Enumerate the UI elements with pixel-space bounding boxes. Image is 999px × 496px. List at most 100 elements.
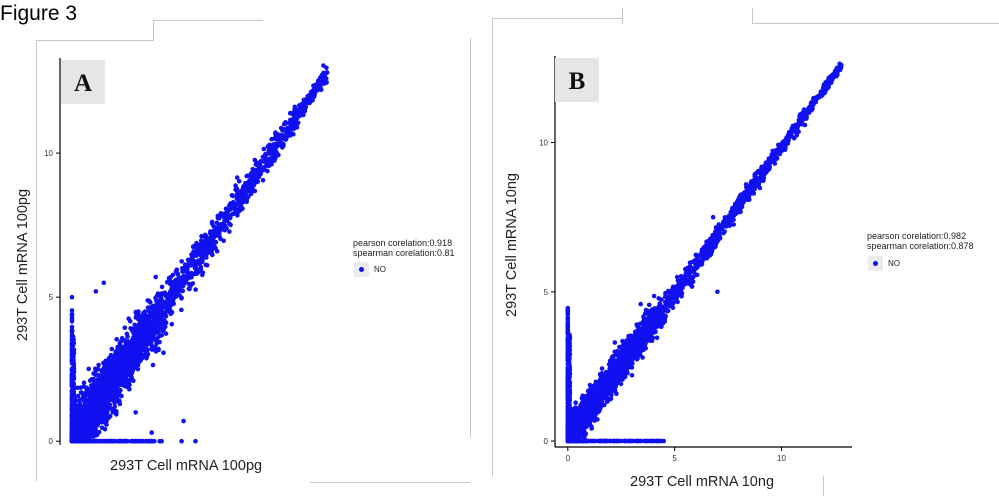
scatter-point (107, 395, 113, 401)
scatter-point (141, 438, 146, 444)
scatter-point (159, 297, 164, 302)
scatter-point (177, 279, 182, 284)
scatter-point (179, 288, 185, 293)
scatter-point (283, 136, 289, 141)
scatter-point (93, 397, 98, 403)
scatter-point (232, 206, 237, 211)
scatter-point (121, 350, 126, 355)
scatter-point (218, 236, 223, 242)
scatter-point (114, 409, 119, 414)
scatter-point (69, 368, 75, 374)
scatter-point (73, 438, 79, 444)
scatter-point (179, 438, 184, 444)
scatter-point (108, 406, 114, 412)
scatter-point (159, 284, 165, 290)
scatter-point (221, 214, 226, 219)
scatter-point (90, 404, 95, 410)
scatter-point (70, 361, 76, 366)
scatter-point (186, 286, 192, 291)
legend-key-a (354, 262, 369, 277)
scatter-point (203, 262, 209, 268)
scatter-point (174, 267, 180, 273)
scatter-point (613, 352, 619, 358)
scatter-point (201, 247, 207, 252)
scatter-point (218, 225, 224, 231)
scatter-point (80, 438, 85, 444)
scatter-point (310, 97, 315, 103)
scatter-point (163, 331, 169, 336)
scatter-point (112, 386, 117, 392)
scatter-point (146, 316, 151, 321)
scatter-point (222, 223, 228, 228)
scatter-point (112, 404, 118, 409)
scatter-point (110, 368, 116, 373)
scatter-point (261, 146, 267, 152)
scatter-point (84, 427, 89, 433)
scatter-point (261, 159, 267, 164)
scatter-point (89, 391, 94, 397)
scatter-point (83, 405, 88, 411)
scatter-point (181, 268, 186, 274)
scatter-point (148, 311, 153, 316)
scatter-point (109, 359, 115, 364)
scatter-point (260, 178, 266, 183)
scatter-point (107, 413, 113, 419)
scatter-point (148, 340, 154, 345)
scatter-point (167, 278, 173, 283)
scatter-point (156, 310, 162, 316)
scatter-point (234, 202, 240, 207)
scatter-point (134, 335, 140, 341)
scatter-point (96, 416, 102, 422)
scatter-point (114, 394, 120, 400)
panel-tag-box (61, 60, 105, 104)
scatter-point (149, 430, 154, 435)
scatter-point (112, 400, 117, 406)
scatter-point (265, 168, 270, 174)
scatter-point (181, 418, 186, 424)
pearson-stat-a: pearson corelation:0.918 (353, 238, 453, 248)
scatter-point (179, 307, 184, 313)
scatter-point (179, 295, 184, 300)
scatter-point (100, 383, 106, 388)
scatter-point (69, 319, 75, 324)
scatter-point (288, 119, 294, 124)
scatter-point (126, 339, 131, 345)
scatter-point (159, 333, 164, 338)
scatter-point (99, 391, 104, 396)
scatter-point (211, 235, 216, 241)
scatter-point (81, 424, 86, 429)
scatter-point (248, 191, 254, 196)
legend-dot-a (359, 267, 364, 272)
scatter-point (162, 312, 168, 318)
scatter-point (128, 359, 134, 365)
scatter-point (115, 438, 121, 444)
scatter-point (103, 398, 109, 403)
panel-tag: A (61, 60, 105, 104)
scatter-point (154, 347, 160, 353)
scatter-point (107, 369, 112, 375)
scatter-point (69, 379, 75, 384)
scatter-point (98, 420, 104, 425)
scatter-point (78, 432, 84, 438)
scatter-point (214, 220, 220, 226)
scatter-point (130, 365, 136, 371)
scatter-point (81, 391, 86, 396)
scatter-point (135, 359, 141, 365)
scatter-point (71, 382, 76, 388)
scatter-point (109, 374, 115, 379)
scatter-point (76, 403, 81, 408)
scatter-point (142, 309, 148, 314)
scatter-point (269, 136, 274, 142)
scatter-point (609, 355, 615, 361)
scatter-point (117, 400, 122, 406)
scatter-points (565, 61, 844, 444)
scatter-point (69, 398, 75, 404)
scatter-point (145, 347, 150, 353)
scatter-point (595, 381, 600, 387)
scatter-point (112, 391, 117, 396)
scatter-point (181, 273, 186, 279)
scatter-point (75, 393, 81, 399)
scatter-point (140, 327, 146, 333)
scatter-point (133, 410, 138, 415)
scatter-point (104, 410, 110, 415)
